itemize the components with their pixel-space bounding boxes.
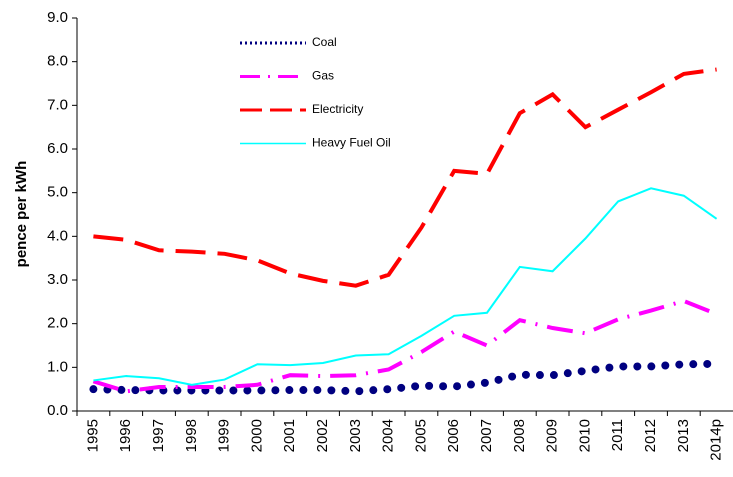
x-tick-label: 1998 xyxy=(183,419,200,452)
y-tick-label: 5.0 xyxy=(47,184,68,201)
x-tick-label: 2002 xyxy=(314,419,331,452)
x-tick-label: 1999 xyxy=(216,419,233,452)
x-tick-label: 2001 xyxy=(281,419,298,452)
x-tick-label: 2011 xyxy=(609,419,626,451)
x-tick-label: 2014p xyxy=(708,419,725,461)
x-tick-label: 1997 xyxy=(150,419,167,452)
y-tick-label: 4.0 xyxy=(47,227,68,244)
line-series xyxy=(93,67,717,288)
x-tick-label: 2010 xyxy=(576,419,593,452)
x-tick-label: 2009 xyxy=(544,419,561,452)
x-tick-label: 2003 xyxy=(347,419,364,452)
legend-label: Heavy Fuel Oil xyxy=(312,136,391,150)
line-series xyxy=(93,187,718,386)
line-series xyxy=(89,359,721,396)
y-tick-label: 8.0 xyxy=(47,53,68,70)
y-tick-label: 0.0 xyxy=(47,402,68,419)
x-tick-label: 2012 xyxy=(642,419,659,452)
y-tick-label: 1.0 xyxy=(47,358,68,375)
x-tick-label: 1995 xyxy=(84,419,101,452)
x-tick-label: 2008 xyxy=(511,419,528,452)
y-tick-label: 7.0 xyxy=(47,96,68,113)
x-tick-label: 2007 xyxy=(478,419,495,452)
x-tick-label: 2006 xyxy=(445,419,462,452)
legend-label: Electricity xyxy=(312,102,363,116)
y-tick-label: 2.0 xyxy=(47,315,68,332)
x-tick-label: 1996 xyxy=(117,419,134,452)
y-tick-label: 3.0 xyxy=(47,271,68,288)
y-axis-label: pence per kWh xyxy=(13,161,30,268)
x-tick-label: 2005 xyxy=(412,419,429,452)
line-series xyxy=(92,298,718,394)
legend-label: Coal xyxy=(312,35,337,49)
legend-label: Gas xyxy=(312,69,334,83)
x-tick-label: 2000 xyxy=(248,419,265,452)
x-tick-label: 2004 xyxy=(380,419,397,452)
x-tick-label: 2013 xyxy=(675,419,692,452)
y-tick-label: 6.0 xyxy=(47,140,68,157)
y-tick-label: 9.0 xyxy=(47,9,68,26)
